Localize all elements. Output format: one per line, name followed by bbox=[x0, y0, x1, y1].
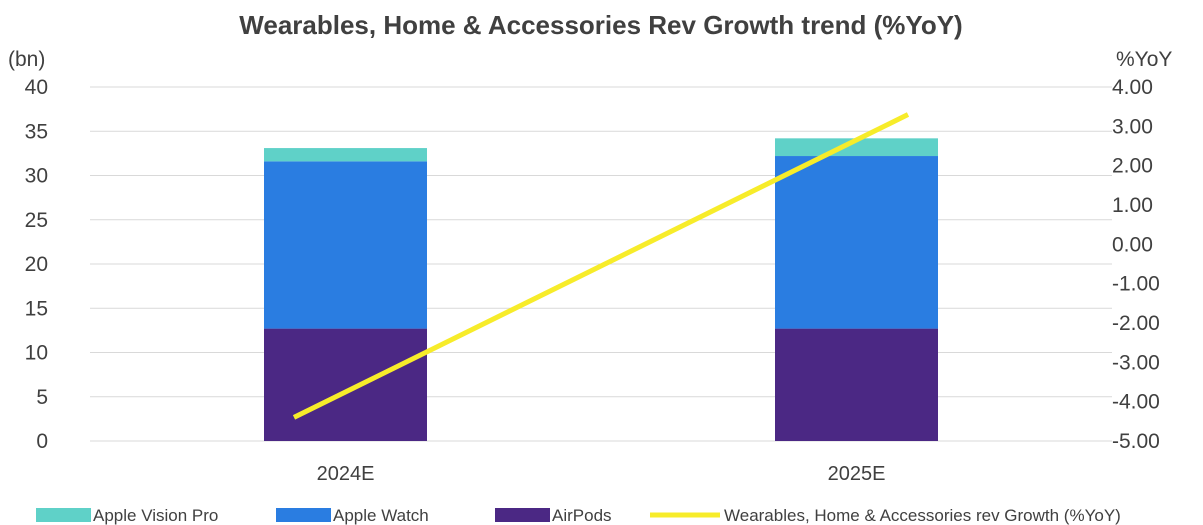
legend-swatch bbox=[276, 508, 331, 522]
right-tick-label: 0.00 bbox=[1112, 233, 1153, 256]
growth-line bbox=[292, 112, 910, 420]
growth-line-path bbox=[292, 112, 910, 420]
bar-segment bbox=[775, 138, 938, 157]
left-axis-unit: (bn) bbox=[8, 48, 45, 71]
right-tick-label: 3.00 bbox=[1112, 115, 1153, 138]
legend-swatch bbox=[36, 508, 91, 522]
left-tick-label: 35 bbox=[25, 120, 48, 143]
right-tick-label: -3.00 bbox=[1112, 351, 1160, 374]
left-tick-label: 0 bbox=[36, 430, 48, 453]
right-axis-unit: %YoY bbox=[1116, 48, 1172, 71]
legend-label: Wearables, Home & Accessories rev Growth… bbox=[724, 506, 1121, 525]
right-tick-label: 2.00 bbox=[1112, 155, 1153, 178]
right-tick-label: 1.00 bbox=[1112, 194, 1153, 217]
right-tick-label: -2.00 bbox=[1112, 312, 1160, 335]
left-axis-ticks: 0 5 10 15 20 25 30 35 40 bbox=[25, 76, 48, 453]
left-tick-label: 20 bbox=[25, 253, 48, 276]
right-tick-label: -1.00 bbox=[1112, 273, 1160, 296]
legend-swatch bbox=[495, 508, 550, 522]
right-tick-label: -4.00 bbox=[1112, 391, 1160, 414]
bars bbox=[264, 138, 938, 441]
legend: Apple Vision Pro Apple Watch AirPods Wearab… bbox=[36, 506, 1121, 525]
legend-label: Apple Watch bbox=[333, 506, 429, 525]
right-axis-ticks: -5.00 -4.00 -3.00 -2.00 -1.00 0.00 1.00 2.00 3.0… bbox=[1112, 76, 1160, 453]
bar-segment bbox=[264, 328, 427, 441]
bar-segment bbox=[775, 156, 938, 329]
left-tick-label: 25 bbox=[25, 209, 48, 232]
left-tick-label: 40 bbox=[25, 76, 48, 99]
chart-title: Wearables, Home & Accessories Rev Growth… bbox=[239, 10, 962, 40]
category-labels: 2024E 2025E bbox=[317, 463, 886, 485]
left-tick-label: 15 bbox=[25, 297, 48, 320]
category-label: 2025E bbox=[828, 463, 886, 485]
bar-segment bbox=[264, 148, 427, 162]
legend-label: AirPods bbox=[552, 506, 612, 525]
category-label: 2024E bbox=[317, 463, 375, 485]
right-tick-label: -5.00 bbox=[1112, 430, 1160, 453]
left-tick-label: 30 bbox=[25, 165, 48, 188]
bar-segment bbox=[264, 161, 427, 329]
left-tick-label: 10 bbox=[25, 342, 48, 365]
bar-segment bbox=[775, 328, 938, 441]
legend-label: Apple Vision Pro bbox=[93, 506, 218, 525]
right-tick-label: 4.00 bbox=[1112, 76, 1153, 99]
left-tick-label: 5 bbox=[36, 386, 48, 409]
